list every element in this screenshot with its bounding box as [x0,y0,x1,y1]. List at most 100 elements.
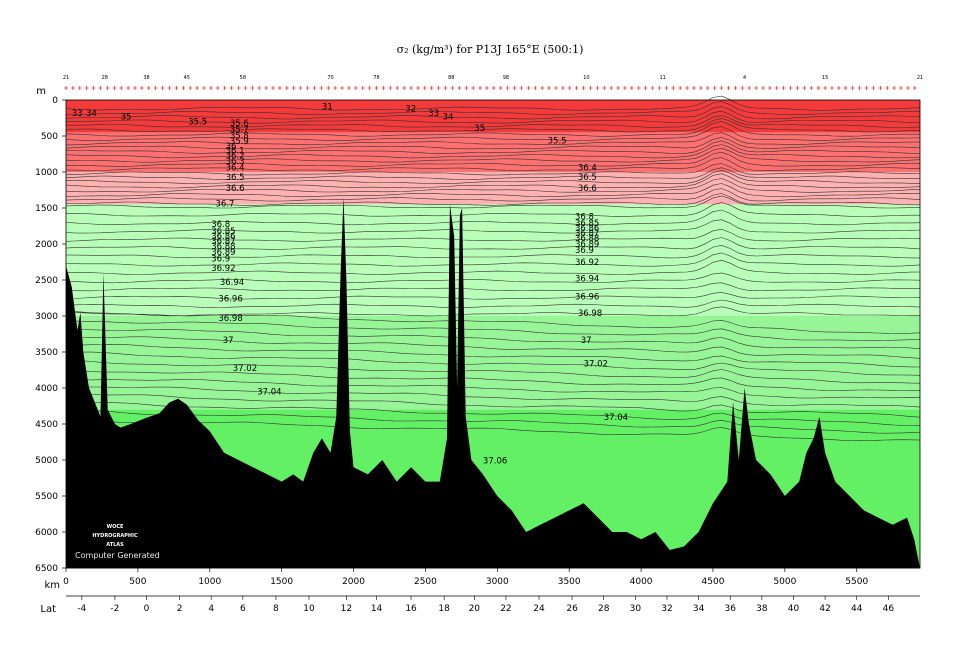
x-tick-label: 1500 [270,577,293,587]
isoline-34 [65,292,921,300]
station-marker [250,86,255,90]
contour-label: 36.92 [575,258,599,268]
station-marker [195,86,200,90]
station-marker [636,86,641,90]
y-tick-label: 3500 [35,348,58,358]
contour-label: 37.02 [584,360,608,370]
station-marker [291,86,296,90]
watermark-line-2: HYDROGRAPHIC [92,533,138,539]
station-marker [912,86,917,90]
station-label: 21 [63,75,69,81]
watermark-footer: Computer Generated [75,551,160,560]
lat-tick-label: 42 [819,604,830,614]
contour-label: 36.89 [211,248,235,258]
y-tick-label: 1000 [35,168,58,178]
y-tick-label: 4000 [35,384,58,394]
lat-tick-label: 36 [724,604,736,614]
station-marker [415,86,420,90]
station-marker [374,86,379,90]
station-marker [491,86,496,90]
station-marker [215,86,220,90]
station-marker [816,86,821,90]
contour-label: 36.94 [575,275,599,285]
station-marker [153,86,158,90]
station-marker [353,86,358,90]
lat-tick-label: 12 [341,604,352,614]
station-marker [277,86,282,90]
isoline-23 [65,195,921,209]
station-marker [264,86,269,90]
station-marker [498,86,503,90]
contour-label: 35.6 [230,119,249,129]
station-label: 15 [822,75,828,81]
station-marker [236,86,241,90]
contour-label: 36.4 [578,164,597,174]
station-marker [133,86,138,90]
station-marker [678,86,683,90]
station-marker [167,86,172,90]
station-marker [574,86,579,90]
station-marker [174,86,179,90]
contour-label: 35.8 [230,131,249,141]
y-tick-label: 5000 [35,456,58,466]
lat-tick-label: 46 [883,604,895,614]
contour-label: 36.8 [575,213,594,223]
station-marker [754,86,759,90]
isoline-0 [65,95,921,111]
isoline-43 [65,359,921,384]
station-marker [126,86,131,90]
lat-tick-label: 0 [144,604,150,614]
station-marker [367,86,372,90]
station-marker [629,86,634,90]
contour-label: 36.86 [211,232,235,242]
contour-label: 37 [223,336,234,346]
isoline-17 [65,169,921,185]
station-label: 78 [373,75,379,81]
contour-label: 36.1 [226,146,245,156]
station-marker [526,86,531,90]
station-marker [595,86,600,90]
isoline-42 [65,351,921,376]
station-marker [733,86,738,90]
station-marker [905,86,910,90]
station-label: 4 [743,75,746,81]
station-marker [747,86,752,90]
station-marker [774,86,779,90]
station-marker [519,86,524,90]
lat-tick-label: 4 [208,604,214,614]
isoline-32 [65,272,921,284]
station-marker [160,86,165,90]
station-marker [602,86,607,90]
isoline-44 [65,369,921,391]
isoline-14 [65,157,921,171]
station-marker [719,86,724,90]
lat-tick-label: 32 [661,604,672,614]
station-marker [836,86,841,90]
station-marker [850,86,855,90]
station-marker [622,86,627,90]
station-marker [843,86,848,90]
y-axis-label: m [36,86,46,97]
contour-label: 34 [86,109,97,119]
contour-label: 36.86 [575,224,599,234]
contour-label: 36.85 [211,227,235,237]
isoline-33 [65,282,920,292]
isoline-4 [66,115,921,128]
isoline-30 [65,252,921,267]
station-marker [802,86,807,90]
station-marker [864,86,869,90]
contour-label: 36.5 [578,173,597,183]
seafloor [66,197,920,568]
station-marker [284,86,289,90]
isoline-35 [65,299,921,308]
lat-tick-label: 30 [630,604,642,614]
contour-label: 36.2 [226,151,245,161]
shade-band-4 [66,316,920,410]
station-marker [471,86,476,90]
y-tick-label: 2500 [35,276,58,286]
station-marker [657,86,662,90]
lat-axis-label: Lat [40,604,56,615]
station-label: 10 [583,75,589,81]
station-marker [98,86,103,90]
